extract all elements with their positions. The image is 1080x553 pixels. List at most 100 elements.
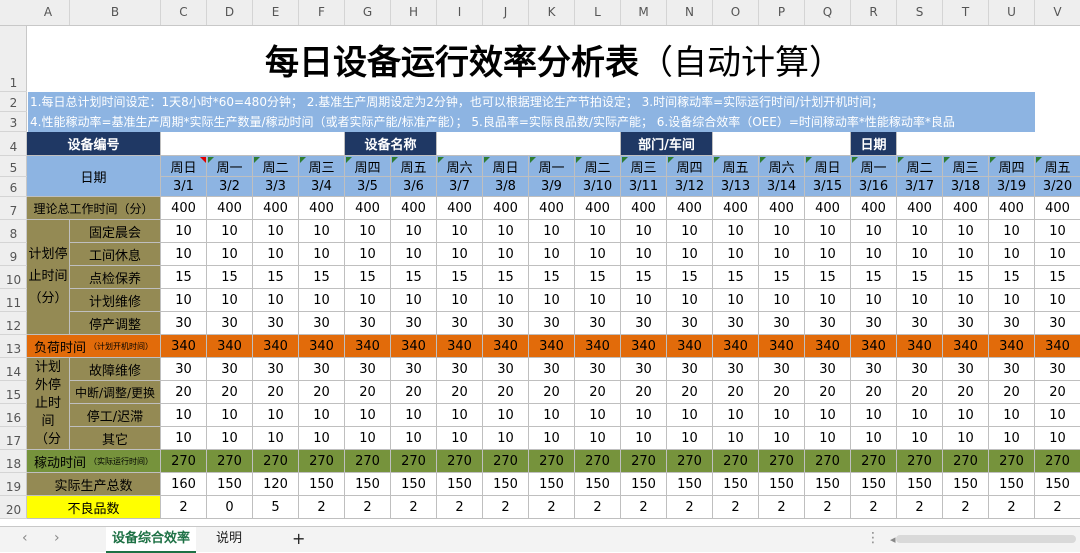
- data-cell[interactable]: 10: [345, 243, 391, 266]
- data-cell[interactable]: 30: [253, 312, 299, 335]
- weekday-cell[interactable]: 周四: [989, 156, 1035, 177]
- column-header-U[interactable]: U: [989, 0, 1035, 25]
- data-cell[interactable]: 10: [759, 404, 805, 427]
- data-cell[interactable]: 30: [1035, 312, 1080, 335]
- data-cell[interactable]: 10: [253, 243, 299, 266]
- data-cell[interactable]: 10: [621, 243, 667, 266]
- data-cell[interactable]: 340: [437, 335, 483, 358]
- data-cell[interactable]: 150: [483, 473, 529, 496]
- data-cell[interactable]: 10: [943, 243, 989, 266]
- data-cell[interactable]: 10: [299, 220, 345, 243]
- data-cell[interactable]: 30: [851, 358, 897, 381]
- data-cell[interactable]: 340: [805, 335, 851, 358]
- row-header-18[interactable]: 18: [0, 450, 27, 473]
- data-cell[interactable]: 10: [1035, 289, 1080, 312]
- data-cell[interactable]: 20: [713, 381, 759, 404]
- weekday-cell[interactable]: 周二: [575, 156, 621, 177]
- data-cell[interactable]: 270: [161, 450, 207, 473]
- data-cell[interactable]: 270: [943, 450, 989, 473]
- data-cell[interactable]: 10: [253, 289, 299, 312]
- data-cell[interactable]: 30: [759, 358, 805, 381]
- data-cell[interactable]: 10: [943, 404, 989, 427]
- data-cell[interactable]: 10: [575, 427, 621, 450]
- date-cell[interactable]: 3/5: [345, 177, 391, 197]
- data-cell[interactable]: 400: [989, 197, 1035, 220]
- date-cell[interactable]: 3/3: [253, 177, 299, 197]
- data-cell[interactable]: 20: [621, 381, 667, 404]
- data-cell[interactable]: 10: [667, 427, 713, 450]
- data-cell[interactable]: 10: [667, 404, 713, 427]
- data-cell[interactable]: 10: [621, 427, 667, 450]
- run-time-label[interactable]: 稼动时间 （实际运行时间）: [27, 450, 161, 473]
- data-cell[interactable]: 30: [1035, 358, 1080, 381]
- data-cell[interactable]: 400: [299, 197, 345, 220]
- data-cell[interactable]: 30: [621, 312, 667, 335]
- row-header-19[interactable]: 19: [0, 473, 27, 496]
- weekday-cell[interactable]: 周二: [253, 156, 299, 177]
- data-cell[interactable]: 10: [851, 427, 897, 450]
- date-cell[interactable]: 3/19: [989, 177, 1035, 197]
- column-header-D[interactable]: D: [207, 0, 253, 25]
- date-cell[interactable]: 3/2: [207, 177, 253, 197]
- data-cell[interactable]: 30: [805, 312, 851, 335]
- column-header-V[interactable]: V: [1035, 0, 1080, 25]
- date-cell[interactable]: 3/11: [621, 177, 667, 197]
- data-cell[interactable]: 340: [667, 335, 713, 358]
- data-cell[interactable]: 2: [897, 496, 943, 519]
- data-cell[interactable]: 400: [897, 197, 943, 220]
- equip-no-label[interactable]: 设备编号: [27, 132, 161, 156]
- data-cell[interactable]: 30: [391, 312, 437, 335]
- data-cell[interactable]: 340: [345, 335, 391, 358]
- data-cell[interactable]: 10: [437, 427, 483, 450]
- date-cell[interactable]: 3/6: [391, 177, 437, 197]
- data-cell[interactable]: 10: [483, 220, 529, 243]
- next-sheet-icon[interactable]: ›: [54, 530, 60, 546]
- data-cell[interactable]: 30: [161, 358, 207, 381]
- data-cell[interactable]: 400: [253, 197, 299, 220]
- data-cell[interactable]: 30: [391, 358, 437, 381]
- date-row-label[interactable]: 日期: [27, 156, 161, 197]
- row-header-12[interactable]: 12: [0, 312, 27, 335]
- data-cell[interactable]: 15: [207, 266, 253, 289]
- data-cell[interactable]: 340: [943, 335, 989, 358]
- data-cell[interactable]: 30: [759, 312, 805, 335]
- data-cell[interactable]: 10: [805, 404, 851, 427]
- data-cell[interactable]: 10: [667, 289, 713, 312]
- column-header-L[interactable]: L: [575, 0, 621, 25]
- data-cell[interactable]: 340: [851, 335, 897, 358]
- data-cell[interactable]: 10: [299, 404, 345, 427]
- data-cell[interactable]: 30: [483, 358, 529, 381]
- weekday-cell[interactable]: 周二: [897, 156, 943, 177]
- data-cell[interactable]: 15: [437, 266, 483, 289]
- weekday-cell[interactable]: 周三: [943, 156, 989, 177]
- row-header-5[interactable]: 5: [0, 156, 27, 177]
- data-cell[interactable]: 30: [483, 312, 529, 335]
- data-cell[interactable]: 30: [989, 358, 1035, 381]
- data-cell[interactable]: 340: [989, 335, 1035, 358]
- date-cell[interactable]: 3/18: [943, 177, 989, 197]
- date-cell[interactable]: 3/9: [529, 177, 575, 197]
- data-cell[interactable]: 10: [391, 220, 437, 243]
- planned-stop-label[interactable]: 计划停止时间（分）: [27, 220, 70, 335]
- data-cell[interactable]: 15: [575, 266, 621, 289]
- data-cell[interactable]: 15: [713, 266, 759, 289]
- data-cell[interactable]: 20: [667, 381, 713, 404]
- data-cell[interactable]: 400: [621, 197, 667, 220]
- data-cell[interactable]: 10: [1035, 243, 1080, 266]
- data-cell[interactable]: 400: [851, 197, 897, 220]
- data-cell[interactable]: 400: [667, 197, 713, 220]
- data-cell[interactable]: 10: [345, 289, 391, 312]
- data-cell[interactable]: 150: [943, 473, 989, 496]
- data-cell[interactable]: 2: [667, 496, 713, 519]
- data-cell[interactable]: 10: [207, 289, 253, 312]
- data-cell[interactable]: 400: [1035, 197, 1080, 220]
- weekday-cell[interactable]: 周一: [529, 156, 575, 177]
- data-cell[interactable]: 10: [437, 220, 483, 243]
- data-cell[interactable]: 30: [529, 312, 575, 335]
- data-cell[interactable]: 10: [575, 289, 621, 312]
- column-header-K[interactable]: K: [529, 0, 575, 25]
- data-cell[interactable]: 270: [805, 450, 851, 473]
- data-cell[interactable]: 2: [483, 496, 529, 519]
- data-cell[interactable]: 30: [207, 358, 253, 381]
- data-cell[interactable]: 15: [1035, 266, 1080, 289]
